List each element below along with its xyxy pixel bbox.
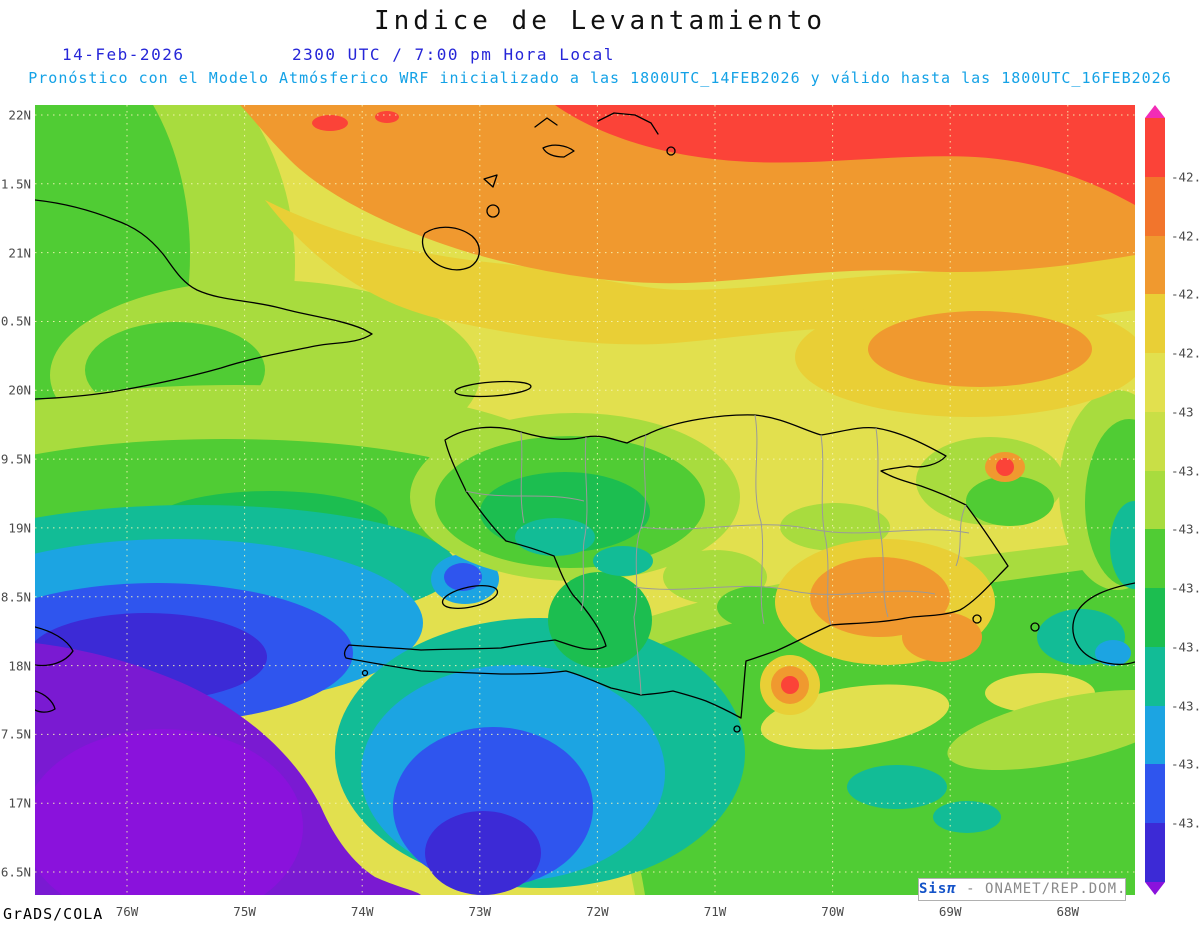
mona-island — [1030, 622, 1040, 632]
colorbar-segment — [1145, 353, 1165, 412]
x-tick-label: 69W — [938, 904, 962, 919]
watermark-suffix: - ONAMET/REP.DOM. — [966, 881, 1127, 897]
x-tick-label: 68W — [1056, 904, 1080, 919]
forecast-time: 2300 UTC / 7:00 pm Hora Local — [292, 45, 615, 64]
colorbar-tick-label: -43.3 — [1171, 756, 1200, 772]
small-cay — [483, 174, 498, 188]
turks-island — [666, 146, 676, 156]
coastlines — [35, 112, 1135, 733]
gonave-island — [441, 584, 499, 610]
y-tick-label: 1.5N — [0, 176, 31, 192]
watermark-sis: Sis — [919, 881, 948, 897]
beata-island — [733, 725, 741, 733]
colorbar-segment — [1145, 705, 1165, 765]
saona-island — [972, 614, 982, 624]
jamaica-coast — [35, 626, 74, 667]
forecast-date: 14-Feb-2026 — [62, 45, 185, 64]
colorbar-tick-label: -43.1 — [1171, 521, 1200, 537]
contour-map-svg — [35, 105, 1135, 895]
y-tick-label: 22N — [8, 107, 31, 123]
colorbar-segment — [1145, 411, 1165, 471]
colorbar-segment — [1145, 588, 1165, 647]
y-tick-label: 9.5N — [0, 451, 31, 467]
colorbar-tick-label: -42.9 — [1171, 286, 1200, 302]
x-tick-label: 76W — [115, 904, 139, 919]
colorbar-top-cap — [1145, 105, 1165, 118]
x-tick-label: 73W — [468, 904, 492, 919]
colorbar-tick-label: -42.8 — [1171, 169, 1200, 185]
colorbar-tick-label: -43.2 — [1171, 639, 1200, 655]
colorbar-tick-label: -43 — [1171, 404, 1194, 420]
colorbar-tick-label: -43.2 — [1171, 698, 1200, 714]
model-subtitle: Pronóstico con el Modelo Atmósferico WRF… — [28, 69, 1172, 87]
great-inagua-island — [421, 226, 480, 271]
watermark-pi-icon: π — [947, 881, 957, 897]
colorbar-segment — [1145, 529, 1165, 589]
colorbar-segment — [1145, 118, 1165, 177]
colorbar-segment — [1145, 470, 1165, 530]
colorbar-tick-label: -43.3 — [1171, 815, 1200, 831]
colorbar-tick-label: -42.8 — [1171, 228, 1200, 244]
colorbar-segment — [1145, 176, 1165, 236]
y-tick-label: 20N — [8, 382, 31, 398]
page-title: Indice de Levantamiento — [373, 6, 827, 36]
y-tick-label: 0.5N — [0, 313, 31, 329]
x-tick-label: 74W — [350, 904, 374, 919]
x-tick-label: 70W — [821, 904, 844, 919]
colorbar-tick-label: -42.9 — [1171, 345, 1200, 361]
colorbar-segment — [1145, 646, 1165, 706]
y-tick-label: 8.5N — [0, 589, 31, 605]
colorbar-segment — [1145, 294, 1165, 354]
puerto-rico-coast — [1072, 582, 1135, 666]
colorbar-segment — [1145, 764, 1165, 824]
x-tick-label: 75W — [233, 904, 256, 919]
cuba-coast — [35, 199, 373, 400]
province-borders — [465, 414, 970, 696]
x-tick-label: 71W — [703, 904, 727, 919]
mayaguana-island — [542, 144, 575, 158]
colorbar-tick-label: -43.0 — [1171, 463, 1200, 479]
acklins-island — [534, 117, 558, 128]
watermark-box: Sisπ - ONAMET/REP.DOM. — [918, 878, 1126, 901]
colorbar-tick-label: -43.1 — [1171, 580, 1200, 596]
y-tick-label: 17N — [8, 795, 31, 811]
x-tick-label: 72W — [586, 904, 609, 919]
y-tick-label: 7.5N — [0, 726, 31, 742]
contour-field — [35, 105, 1135, 895]
y-tick-label: 21N — [8, 245, 31, 261]
y-tick-label: 19N — [8, 520, 31, 536]
colorbar-bottom-cap — [1145, 881, 1165, 895]
y-tick-label: 6.5N — [0, 864, 31, 880]
hispaniola-coast — [343, 414, 1009, 719]
grads-credit: GrADS/COLA — [3, 905, 104, 923]
jamaica-coast-2 — [35, 690, 56, 713]
little-inagua-island — [486, 204, 500, 218]
y-tick-label: 18N — [8, 658, 31, 674]
navassa-island — [361, 669, 369, 677]
colorbar — [1145, 105, 1165, 895]
colorbar-segment — [1145, 823, 1165, 882]
caicos-islands — [597, 112, 659, 135]
colorbar-segment — [1145, 235, 1165, 295]
tortuga-island — [454, 380, 532, 398]
